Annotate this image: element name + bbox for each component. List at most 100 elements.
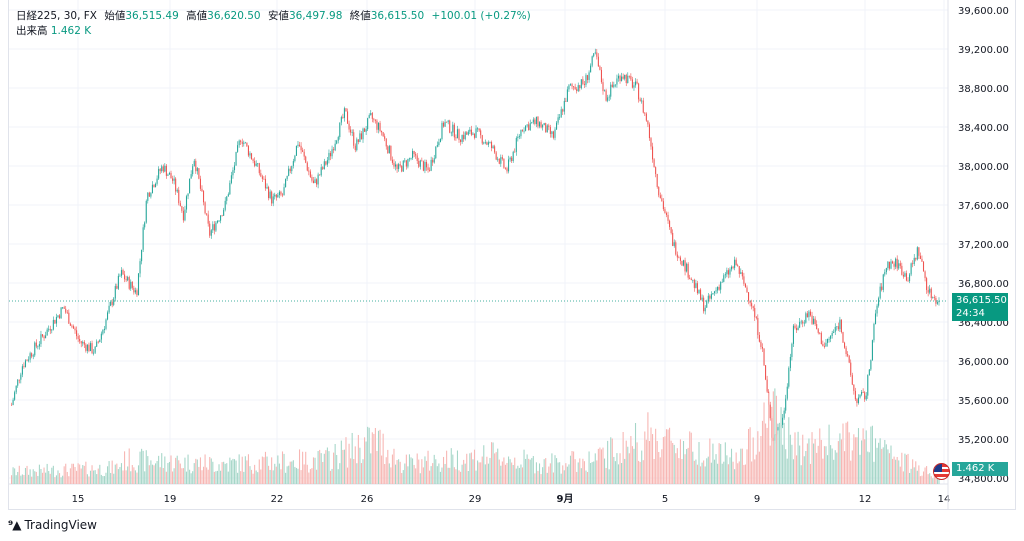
- candle-body: [124, 274, 126, 280]
- volume-bar: [518, 467, 520, 484]
- volume-bar: [23, 475, 25, 484]
- volume-bar: [557, 462, 559, 484]
- candle-body: [82, 341, 84, 344]
- x-tick-label: 29: [469, 494, 482, 505]
- candle-body: [659, 195, 661, 199]
- volume-bar: [586, 472, 589, 484]
- volume-bar: [862, 428, 864, 484]
- volume-bar: [271, 457, 273, 484]
- volume-bar: [738, 461, 740, 484]
- candle-body: [238, 140, 240, 146]
- volume-bar: [244, 456, 246, 484]
- candle-body: [865, 395, 867, 400]
- candle-body: [497, 158, 499, 160]
- candle-body: [847, 354, 849, 356]
- volume-bar: [913, 467, 915, 484]
- volume-bar: [706, 458, 708, 484]
- volume-bar: [58, 473, 61, 484]
- volume-bar: [574, 459, 576, 484]
- candle-body: [158, 168, 160, 179]
- volume-bar: [864, 439, 866, 484]
- volume-bar: [32, 469, 34, 484]
- volume-bar: [910, 468, 912, 484]
- volume-bar: [743, 464, 745, 484]
- candle-body: [456, 129, 459, 139]
- candle-body: [543, 123, 545, 126]
- candle-body: [91, 343, 93, 354]
- y-tick-label: 37,600.00: [958, 201, 1009, 212]
- volume-bar: [881, 448, 883, 484]
- tradingview-logo[interactable]: ⁹▲ TradingView: [8, 518, 97, 532]
- volume-bar: [484, 464, 486, 484]
- candle-body: [86, 344, 88, 351]
- volume-bar: [774, 388, 776, 484]
- candle-body: [610, 84, 612, 97]
- candle-body: [605, 90, 607, 101]
- candle-body: [65, 308, 67, 313]
- us-flag-icon[interactable]: [933, 463, 950, 480]
- volume-bar: [300, 470, 302, 484]
- volume-bar: [292, 460, 294, 484]
- low-value: 36,497.98: [288, 10, 343, 22]
- candle-body: [864, 392, 866, 400]
- volume-bar: [718, 443, 720, 484]
- candle-body: [636, 81, 638, 84]
- candle-body: [788, 367, 790, 387]
- candle-body: [661, 198, 663, 202]
- volume-bar: [782, 444, 784, 484]
- volume-bar: [932, 478, 934, 484]
- candle-body: [436, 145, 438, 147]
- volume-bar: [650, 427, 652, 484]
- volume-bar: [461, 464, 463, 484]
- candle-body: [444, 121, 446, 127]
- volume-bar: [316, 469, 318, 484]
- symbol-label[interactable]: 日経225, 30, FX: [16, 10, 97, 22]
- volume-bar: [41, 472, 44, 484]
- x-tick-label: 26: [361, 494, 374, 505]
- candle-body: [808, 311, 810, 318]
- candle-body: [698, 289, 700, 294]
- candle-body: [202, 191, 205, 203]
- candle-body: [18, 379, 20, 381]
- volume-bar: [439, 471, 441, 484]
- chart-frame: [8, 0, 1016, 510]
- volume-bar: [867, 451, 869, 484]
- volume-bar: [402, 470, 404, 484]
- volume-bar: [830, 445, 832, 484]
- candle-body: [557, 117, 559, 123]
- volume-bar: [196, 459, 198, 484]
- volume-bar: [740, 448, 742, 484]
- volume-bar: [333, 452, 335, 484]
- candle-body: [469, 129, 471, 132]
- y-tick-label: 37,200.00: [958, 240, 1009, 251]
- candle-body: [809, 311, 812, 316]
- candle-body: [763, 348, 765, 366]
- candle-body: [314, 179, 316, 184]
- candle-body: [816, 324, 818, 330]
- volume-bar: [853, 434, 855, 484]
- volume-bar: [179, 463, 181, 484]
- candle-body: [594, 52, 596, 54]
- candle-body: [642, 100, 644, 113]
- candle-body: [814, 318, 816, 325]
- volume-bar: [710, 462, 712, 484]
- candle-body: [99, 339, 101, 343]
- volume-bar: [187, 454, 189, 484]
- candle-body: [365, 129, 367, 132]
- candle-body: [340, 117, 342, 123]
- candle-body: [514, 151, 516, 153]
- candle-body: [624, 74, 626, 79]
- candle-body: [145, 200, 147, 223]
- candle-body: [746, 287, 748, 293]
- volume-bar: [639, 461, 641, 484]
- candle-body: [597, 56, 599, 67]
- candle-body: [682, 260, 685, 266]
- candle-body: [899, 263, 901, 266]
- candle-body: [797, 327, 799, 331]
- volume-bar: [393, 448, 395, 484]
- volume-bar: [701, 462, 703, 484]
- volume-bar: [929, 473, 931, 484]
- high-value: 36,620.50: [207, 10, 261, 22]
- candle-body: [255, 163, 257, 166]
